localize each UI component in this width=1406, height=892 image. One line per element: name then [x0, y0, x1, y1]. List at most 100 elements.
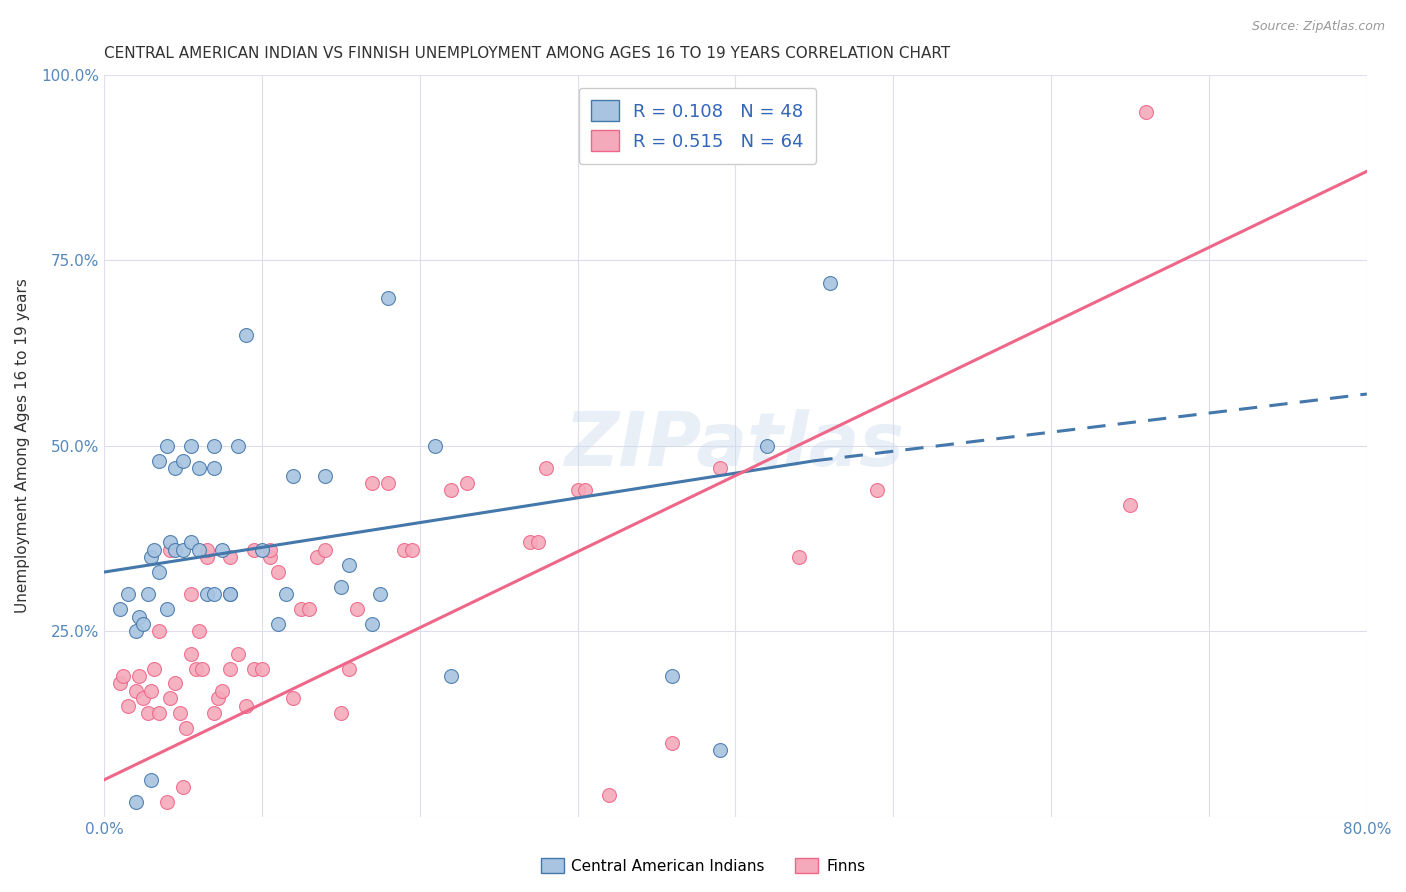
Point — [124, 683, 146, 698]
Point — [250, 542, 273, 557]
Point — [1135, 105, 1157, 120]
Text: Source: ZipAtlas.com: Source: ZipAtlas.com — [1251, 20, 1385, 33]
Point — [425, 439, 447, 453]
Point — [180, 647, 202, 661]
Point — [172, 454, 194, 468]
Point — [219, 587, 242, 601]
Point — [274, 587, 297, 601]
Point — [159, 691, 181, 706]
Point — [163, 676, 186, 690]
Point — [661, 669, 683, 683]
Point — [259, 542, 281, 557]
Point — [259, 550, 281, 565]
Point — [574, 483, 596, 498]
Point — [148, 706, 170, 720]
Point — [392, 542, 415, 557]
Point — [159, 542, 181, 557]
Point — [567, 483, 589, 498]
Point — [368, 587, 391, 601]
Point — [329, 706, 352, 720]
Point — [172, 780, 194, 795]
Point — [211, 683, 233, 698]
Point — [163, 542, 186, 557]
Point — [108, 602, 131, 616]
Point — [136, 706, 159, 720]
Legend: R = 0.108   N = 48, R = 0.515   N = 64: R = 0.108 N = 48, R = 0.515 N = 64 — [579, 87, 815, 163]
Point — [148, 454, 170, 468]
Point — [519, 535, 541, 549]
Point — [163, 461, 186, 475]
Text: ZIPatlas: ZIPatlas — [565, 409, 905, 483]
Point — [329, 580, 352, 594]
Point — [266, 565, 288, 579]
Point — [709, 461, 731, 475]
Point — [527, 535, 550, 549]
Point — [219, 550, 242, 565]
Point — [141, 772, 163, 787]
Point — [204, 706, 226, 720]
Point — [226, 647, 249, 661]
Point — [180, 535, 202, 549]
Point — [143, 662, 166, 676]
Point — [128, 669, 150, 683]
Point — [169, 706, 191, 720]
Point — [787, 550, 810, 565]
Point — [243, 542, 266, 557]
Point — [250, 662, 273, 676]
Point — [195, 550, 218, 565]
Point — [283, 691, 305, 706]
Text: CENTRAL AMERICAN INDIAN VS FINNISH UNEMPLOYMENT AMONG AGES 16 TO 19 YEARS CORREL: CENTRAL AMERICAN INDIAN VS FINNISH UNEMP… — [104, 46, 950, 62]
Point — [184, 662, 207, 676]
Point — [337, 662, 360, 676]
Point — [755, 439, 778, 453]
Point — [124, 624, 146, 639]
Point — [226, 439, 249, 453]
Point — [124, 795, 146, 809]
Point — [204, 587, 226, 601]
Point — [141, 683, 163, 698]
Point — [337, 558, 360, 572]
Point — [235, 327, 257, 342]
Point — [346, 602, 368, 616]
Point — [187, 542, 209, 557]
Point — [195, 542, 218, 557]
Point — [204, 461, 226, 475]
Point — [219, 587, 242, 601]
Point — [866, 483, 889, 498]
Point — [377, 476, 399, 491]
Point — [117, 698, 139, 713]
Point — [283, 468, 305, 483]
Point — [598, 788, 620, 802]
Point — [456, 476, 478, 491]
Point — [307, 550, 329, 565]
Point — [1119, 498, 1142, 512]
Point — [377, 291, 399, 305]
Point — [148, 565, 170, 579]
Point — [156, 439, 179, 453]
Point — [108, 676, 131, 690]
Point — [298, 602, 321, 616]
Point — [136, 587, 159, 601]
Point — [266, 617, 288, 632]
Point — [709, 743, 731, 757]
Point — [361, 617, 384, 632]
Point — [156, 795, 179, 809]
Point — [290, 602, 312, 616]
Point — [314, 542, 336, 557]
Point — [211, 542, 233, 557]
Point — [207, 691, 229, 706]
Point — [440, 669, 463, 683]
Point — [314, 468, 336, 483]
Point — [117, 587, 139, 601]
Point — [143, 542, 166, 557]
Point — [818, 276, 841, 290]
Point — [235, 698, 257, 713]
Point — [243, 662, 266, 676]
Point — [534, 461, 557, 475]
Point — [187, 624, 209, 639]
Point — [180, 439, 202, 453]
Point — [111, 669, 134, 683]
Point — [141, 550, 163, 565]
Point — [219, 662, 242, 676]
Legend: Central American Indians, Finns: Central American Indians, Finns — [534, 852, 872, 880]
